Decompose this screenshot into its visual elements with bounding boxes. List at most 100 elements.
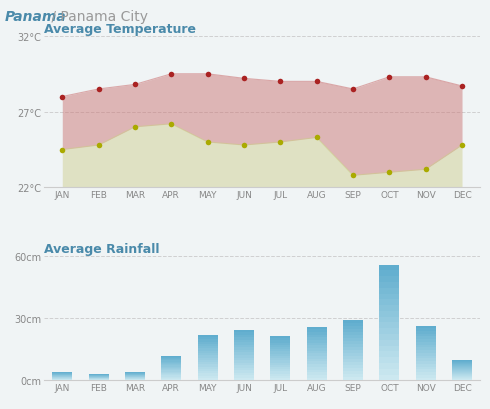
Bar [234,350,254,353]
Bar [234,355,254,357]
Point [131,82,139,88]
Bar [452,372,472,373]
Bar [416,375,436,378]
Bar [379,363,399,369]
Bar [234,337,254,340]
Bar [379,317,399,323]
Bar [125,378,145,379]
Bar [416,359,436,361]
Bar [343,374,363,378]
Point [276,139,284,146]
Bar [343,365,363,369]
Bar [161,366,181,367]
Bar [270,345,290,347]
Point [95,86,102,93]
Bar [234,353,254,355]
Bar [197,355,218,358]
Bar [125,377,145,378]
Bar [379,282,399,288]
Bar [307,335,327,337]
Bar [161,363,181,364]
Bar [416,369,436,372]
Bar [343,353,363,357]
Bar [234,373,254,375]
Bar [52,377,72,378]
Bar [416,334,436,337]
Bar [416,326,436,328]
Bar [125,376,145,377]
Bar [125,373,145,374]
Bar [307,332,327,335]
Bar [452,375,472,376]
Bar [379,369,399,375]
Bar [161,378,181,379]
Bar [234,330,254,333]
Point [386,74,393,81]
Bar [270,336,290,338]
Bar [197,358,218,360]
Bar [234,368,254,370]
Bar [307,378,327,380]
Bar [379,306,399,311]
Bar [307,356,327,359]
Bar [416,345,436,348]
Bar [452,369,472,370]
Bar [197,348,218,351]
Point [313,135,320,142]
Bar [343,339,363,342]
Bar [270,338,290,340]
Bar [197,373,218,376]
Bar [197,335,218,337]
Bar [343,326,363,330]
Bar [161,372,181,373]
Point [240,76,248,82]
Bar [452,362,472,363]
Bar [270,365,290,367]
Bar [270,376,290,378]
Text: Average Temperature: Average Temperature [44,22,196,36]
Bar [270,347,290,349]
Bar [197,376,218,378]
Bar [379,346,399,351]
Bar [379,294,399,299]
Bar [161,364,181,366]
Bar [343,362,363,365]
Bar [270,367,290,369]
Bar [234,348,254,350]
Bar [379,323,399,328]
Bar [270,343,290,345]
Bar [161,360,181,361]
Bar [452,363,472,364]
Bar [270,371,290,374]
Bar [197,337,218,339]
Bar [307,343,327,346]
Bar [270,369,290,371]
Bar [307,327,327,330]
Bar [197,353,218,355]
Bar [416,331,436,334]
Bar [307,348,327,351]
Bar [52,373,72,374]
Bar [416,367,436,369]
Bar [343,333,363,335]
Point [422,74,430,81]
Bar [452,373,472,374]
Bar [234,375,254,378]
Bar [270,352,290,354]
Bar [307,359,327,362]
Bar [161,368,181,369]
Bar [270,340,290,343]
Bar [125,372,145,373]
Bar [452,371,472,372]
Bar [343,342,363,344]
Bar [307,353,327,356]
Bar [343,369,363,371]
Bar [343,360,363,362]
Bar [416,356,436,359]
Bar [161,357,181,358]
Bar [52,375,72,376]
Bar [452,366,472,367]
Bar [125,379,145,380]
Bar [379,351,399,357]
Bar [270,360,290,363]
